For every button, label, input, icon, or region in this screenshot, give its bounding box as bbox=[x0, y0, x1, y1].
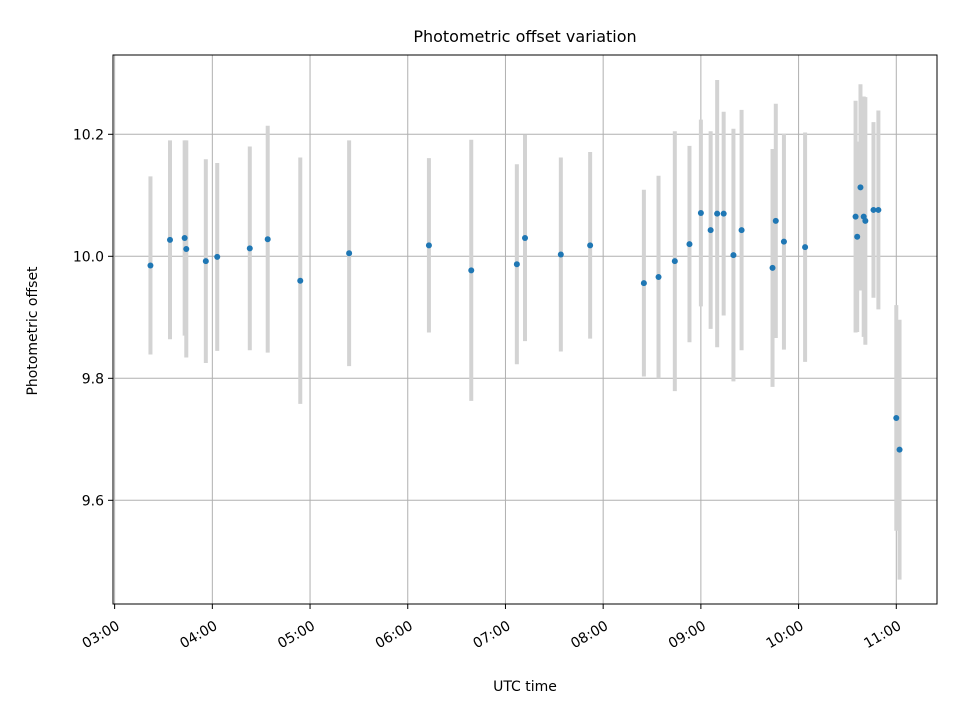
x-tick-label: 09:00 bbox=[666, 618, 709, 652]
data-point bbox=[166, 236, 173, 243]
data-point bbox=[425, 242, 432, 249]
x-tick-label: 04:00 bbox=[177, 618, 220, 652]
data-point bbox=[181, 235, 188, 241]
x-axis-ticks: 03:00 04:00 05:00 06:00 07:00 08:00 09:00 10:00… bbox=[80, 604, 904, 652]
data-point bbox=[720, 210, 727, 217]
x-tick-label: 08:00 bbox=[568, 618, 611, 652]
data-point bbox=[697, 209, 704, 216]
data-point bbox=[640, 280, 647, 287]
data-point bbox=[202, 258, 209, 265]
y-tick-label: 10.0 bbox=[73, 249, 104, 265]
y-axis-label: Photometric offset bbox=[25, 266, 41, 396]
data-point bbox=[183, 245, 190, 252]
x-axis-label: UTC time bbox=[493, 679, 557, 695]
data-point bbox=[769, 264, 776, 271]
data-point bbox=[730, 252, 737, 259]
x-tick-label: 10:00 bbox=[764, 618, 807, 652]
data-point bbox=[297, 277, 304, 284]
y-axis-ticks: 9.6 9.8 10.0 10.2 bbox=[73, 127, 113, 509]
data-point bbox=[587, 242, 594, 249]
data-point bbox=[214, 253, 221, 260]
markers bbox=[147, 184, 903, 453]
data-point bbox=[875, 206, 882, 213]
data-point bbox=[852, 213, 859, 220]
data-point bbox=[802, 244, 809, 251]
data-point bbox=[772, 217, 779, 224]
data-point bbox=[522, 235, 528, 241]
y-tick-label: 10.2 bbox=[73, 127, 104, 143]
x-tick-label: 11:00 bbox=[861, 618, 904, 652]
data-point bbox=[707, 227, 714, 234]
errorbars bbox=[148, 80, 902, 580]
x-tick-label: 05:00 bbox=[275, 618, 318, 652]
data-point bbox=[468, 267, 475, 274]
y-tick-label: 9.8 bbox=[82, 371, 104, 387]
data-point bbox=[857, 184, 864, 191]
data-point bbox=[896, 446, 903, 453]
x-tick-label: 07:00 bbox=[471, 618, 514, 652]
data-point bbox=[246, 245, 253, 252]
data-point bbox=[893, 414, 900, 421]
chart-title: Photometric offset variation bbox=[413, 27, 636, 46]
data-point bbox=[870, 206, 877, 213]
y-tick-label: 9.6 bbox=[82, 493, 104, 509]
data-point bbox=[513, 261, 520, 268]
data-point bbox=[714, 210, 721, 217]
data-point bbox=[854, 233, 861, 240]
data-point bbox=[671, 258, 678, 265]
data-point bbox=[346, 250, 353, 257]
data-point bbox=[686, 241, 693, 248]
plot-frame bbox=[112, 54, 938, 605]
data-point bbox=[862, 217, 869, 224]
x-tick-label: 06:00 bbox=[373, 618, 416, 652]
data-point bbox=[264, 236, 271, 243]
data-point bbox=[738, 227, 745, 234]
data-point bbox=[655, 274, 662, 281]
data-point bbox=[557, 251, 564, 258]
x-tick-label: 03:00 bbox=[80, 618, 123, 652]
data-point bbox=[780, 238, 787, 245]
data-point bbox=[147, 262, 154, 269]
